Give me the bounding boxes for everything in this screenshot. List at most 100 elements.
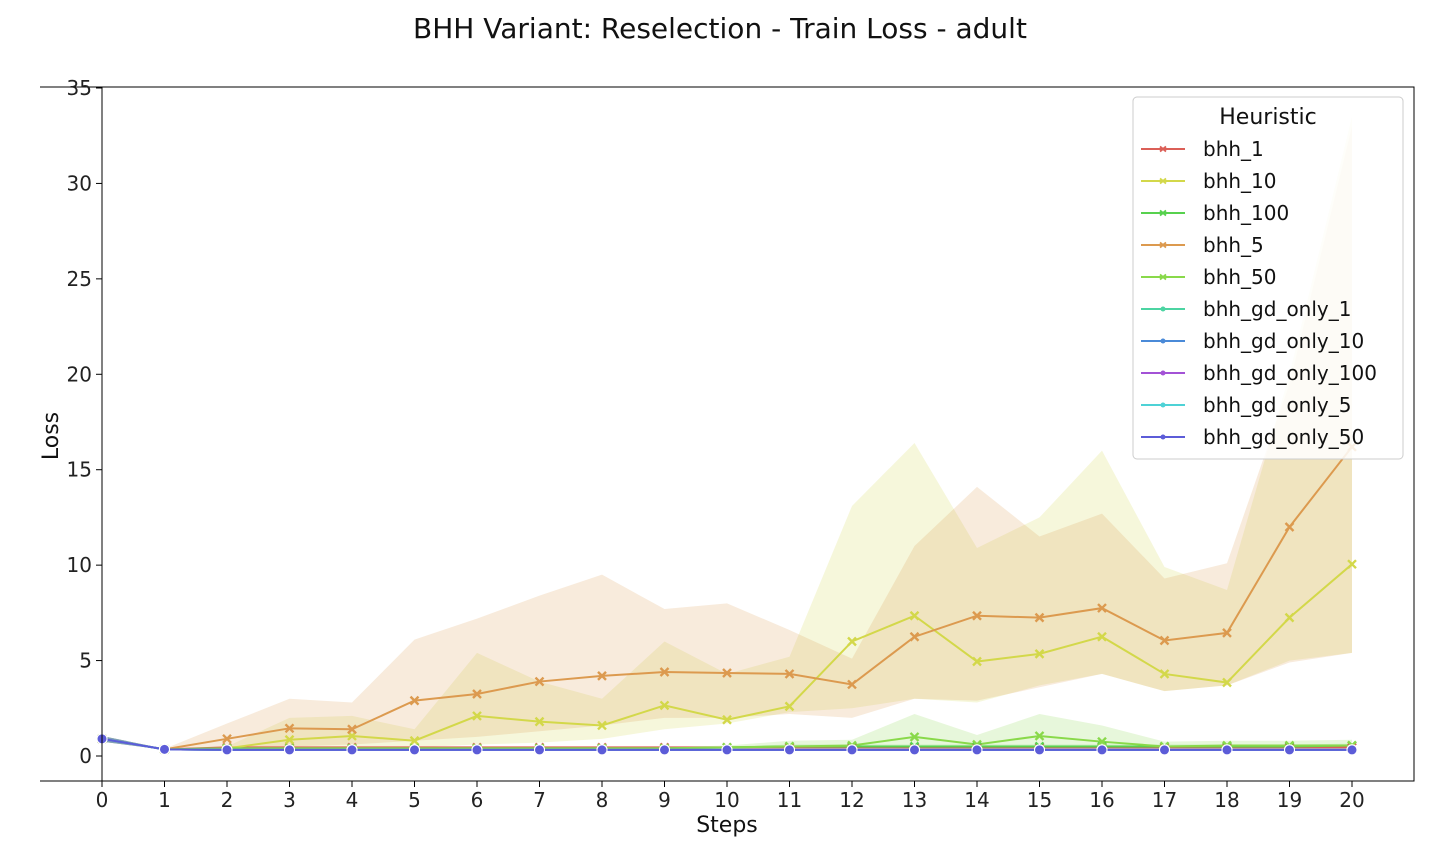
data-point-bhh_5: [284, 723, 295, 734]
data-point-bhh_gd_only_50: [221, 744, 233, 756]
legend-marker: [1159, 145, 1167, 153]
x-tick-label: 17: [1152, 788, 1177, 812]
data-point-bhh_5: [597, 670, 607, 681]
y-tick-label: 25: [67, 267, 92, 291]
data-point-bhh_gd_only_50: [971, 744, 983, 756]
x-tick-label: 2: [221, 788, 234, 812]
y-tick-label: 5: [79, 649, 92, 673]
x-tick-label: 19: [1277, 788, 1302, 812]
x-tick-label: 20: [1339, 788, 1364, 812]
legend-label: bhh_100: [1203, 201, 1289, 225]
data-point-bhh_5: [784, 669, 795, 679]
data-point-bhh_gd_only_50: [159, 743, 170, 755]
x-tick-label: 13: [902, 788, 927, 812]
data-point-bhh_5: [1222, 628, 1232, 638]
x-tick-label: 3: [283, 788, 296, 812]
data-point-bhh_10: [909, 610, 920, 621]
legend-label: bhh_10: [1203, 169, 1277, 193]
data-point-bhh_5: [847, 679, 857, 690]
data-point-bhh_gd_only_50: [1034, 744, 1045, 756]
data-point-bhh_gd_only_50: [346, 744, 358, 756]
x-tick-label: 14: [964, 788, 989, 812]
legend-items: bhh_1 bhh_10 bhh_100 bhh_5 bhh_50 bhh_gd_only…: [1141, 137, 1377, 449]
x-tick-label: 9: [658, 788, 671, 812]
data-point-bhh_5: [909, 631, 920, 642]
data-point-bhh_gd_only_50: [284, 744, 295, 756]
x-tick-label: 0: [96, 788, 109, 812]
data-point-bhh_50: [909, 732, 920, 742]
legend-box: [1132, 96, 1404, 460]
legend-marker: [1159, 209, 1167, 217]
legend-marker: [1159, 241, 1167, 249]
data-point-bhh_10: [472, 711, 482, 721]
data-point-bhh_5: [722, 668, 732, 678]
x-axis-title: Steps: [696, 813, 758, 838]
data-point-bhh_gd_only_50: [846, 744, 858, 756]
data-point-bhh_gd_only_50: [409, 744, 420, 756]
data-point-bhh_gd_only_50: [596, 744, 608, 756]
data-point-bhh_10: [1034, 649, 1045, 659]
data-point-bhh_5: [534, 676, 545, 687]
data-point-bhh_gd_only_50: [1346, 744, 1358, 756]
data-point-bhh_10: [659, 700, 670, 711]
legend-marker: [1160, 306, 1166, 312]
data-point-bhh_10: [972, 656, 982, 667]
data-point-bhh_50: [1034, 731, 1045, 741]
legend-marker: [1160, 402, 1166, 408]
legend-label: bhh_gd_only_100: [1203, 361, 1377, 385]
data-point-bhh_10: [1097, 631, 1107, 642]
y-tick-label: 30: [67, 171, 92, 195]
plot-frame: [101, 86, 1415, 782]
data-point-bhh_10: [284, 734, 295, 745]
data-point-bhh_gd_only_50: [1096, 744, 1108, 756]
x-tick-label: 4: [346, 788, 359, 812]
data-point-bhh_gd_only_50: [534, 744, 545, 756]
data-point-bhh_5: [972, 610, 982, 621]
data-point-bhh_gd_only_50: [909, 744, 920, 756]
data-point-bhh_5: [1284, 522, 1295, 532]
legend-marker: [1159, 177, 1167, 185]
data-point-bhh_10: [534, 716, 545, 727]
data-point-bhh_gd_only_50: [1159, 744, 1170, 756]
y-tick-label: 35: [67, 76, 92, 100]
legend-title: Heuristic: [1219, 105, 1316, 130]
x-tick-label: 6: [471, 788, 484, 812]
legend-label: bhh_5: [1203, 233, 1264, 257]
data-point-bhh_10: [1284, 612, 1295, 623]
data-point-bhh_5: [222, 733, 232, 744]
y-axis-ticks: 0 5 10 15 20 25 30 35: [67, 76, 102, 768]
legend-label: bhh_gd_only_10: [1203, 329, 1364, 353]
x-tick-label: 5: [408, 788, 421, 812]
x-tick-label: 18: [1214, 788, 1239, 812]
y-tick-label: 0: [79, 744, 92, 768]
legend-label: bhh_gd_only_50: [1203, 425, 1364, 449]
data-point-bhh_5: [1159, 635, 1170, 646]
data-point-bhh_5: [1097, 603, 1107, 613]
axes: [40, 86, 1415, 782]
x-tick-label: 7: [533, 788, 546, 812]
data-point-bhh_gd_only_50: [659, 744, 670, 756]
data-point-bhh_10: [722, 714, 732, 725]
y-tick-label: 20: [67, 362, 92, 386]
x-tick-label: 16: [1089, 788, 1114, 812]
x-tick-label: 12: [839, 788, 864, 812]
data-point-bhh_gd_only_50: [784, 744, 795, 756]
data-point-bhh_10: [1159, 669, 1170, 679]
legend-label: bhh_1: [1203, 137, 1264, 161]
data-point-bhh_10: [784, 701, 795, 712]
data-point-bhh_10: [409, 735, 420, 746]
x-tick-label: 11: [777, 788, 802, 812]
legend-marker: [1159, 273, 1167, 281]
legend-label: bhh_50: [1203, 265, 1277, 289]
data-point-bhh_10: [1222, 677, 1232, 688]
data-point-bhh_gd_only_50: [721, 744, 733, 756]
data-point-bhh_gd_only_50: [471, 744, 483, 756]
legend-label: bhh_gd_only_1: [1203, 297, 1351, 321]
x-tick-label: 8: [596, 788, 609, 812]
data-point-bhh_5: [659, 667, 670, 677]
legend-marker: [1160, 434, 1166, 440]
chart-title: BHH Variant: Reselection - Train Loss - …: [413, 12, 1027, 45]
legend-label: bhh_gd_only_5: [1203, 393, 1351, 417]
x-tick-label: 1: [158, 788, 171, 812]
